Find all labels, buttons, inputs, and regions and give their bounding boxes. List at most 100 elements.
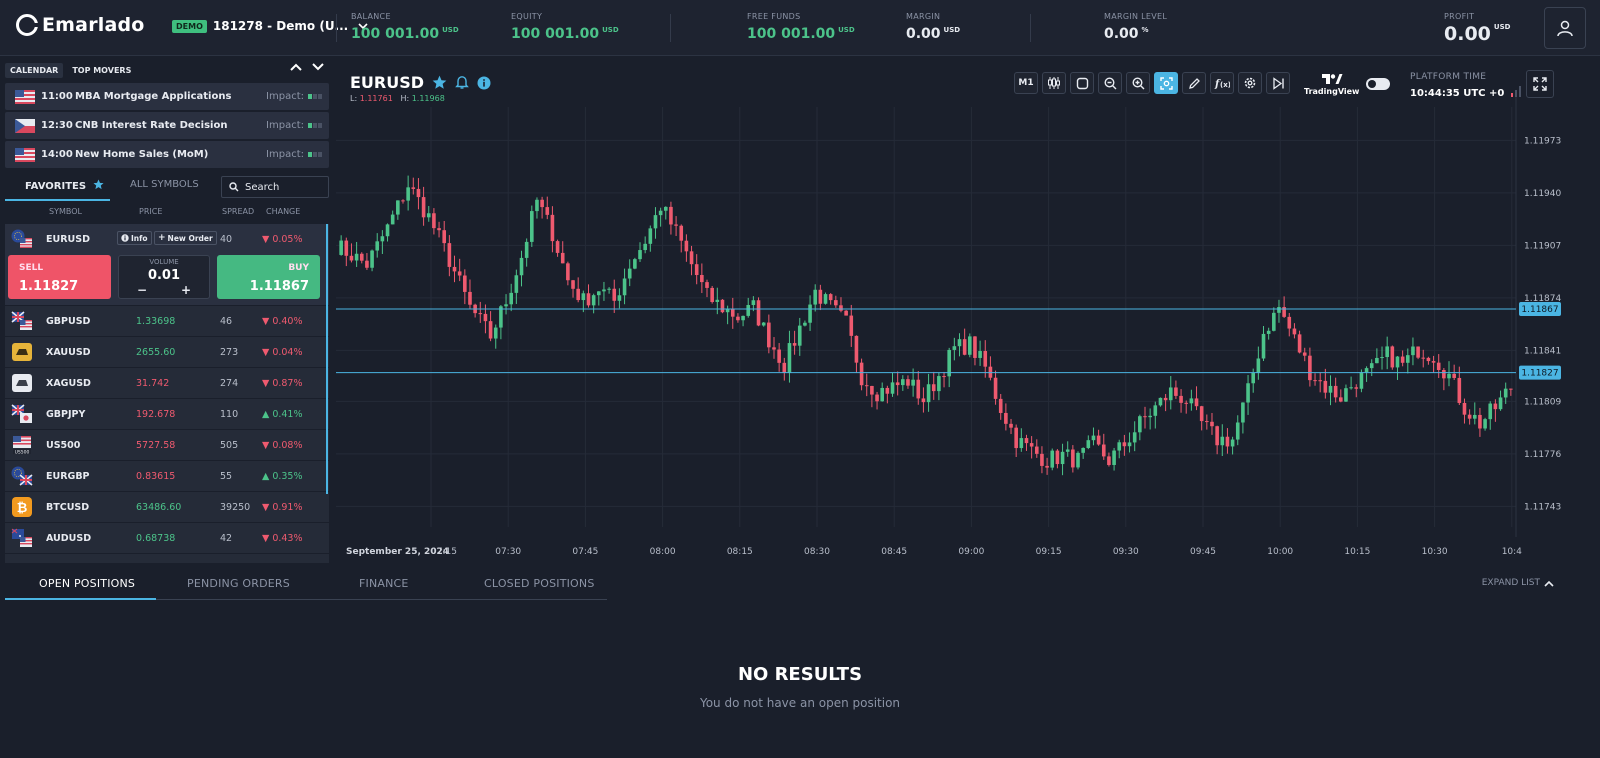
volume-value[interactable]: 0.01 <box>147 268 181 283</box>
sell-button[interactable]: SELL 1.11827 <box>8 255 111 299</box>
volume-increase-button[interactable]: + <box>180 283 191 297</box>
symbol-name: GBPJPY <box>46 409 86 420</box>
symbol-row[interactable]: AUDUSD 0.68738 42 ▼ 0.43% <box>5 523 329 554</box>
candle <box>658 210 663 216</box>
candle <box>973 336 977 358</box>
candle <box>730 308 735 317</box>
buy-label: BUY <box>288 263 309 273</box>
calendar-event[interactable]: 12:30 CNB Interest Rate Decision Impact: <box>5 112 329 139</box>
account-selector[interactable]: DEMO 181278 - Demo (U... <box>172 19 368 33</box>
calendar-event[interactable]: 14:00 New Home Sales (MoM) Impact: <box>5 141 329 168</box>
tab-favorites[interactable]: FAVORITES <box>25 179 104 192</box>
symbol-spread: 46 <box>220 316 233 327</box>
free-funds-label: FREE FUNDS <box>747 12 801 21</box>
candle <box>524 241 529 258</box>
tab-open-positions[interactable]: OPEN POSITIONS <box>39 577 136 590</box>
chevron-down-icon[interactable] <box>312 63 324 71</box>
expand-list-button[interactable]: EXPAND LIST <box>1482 578 1554 588</box>
header-price: PRICE <box>139 207 163 216</box>
zoom-out-icon[interactable] <box>1098 72 1122 94</box>
buy-button[interactable]: BUY 1.11867 <box>217 255 320 299</box>
x-tick-label: 08:00 <box>650 547 676 557</box>
info-icon[interactable] <box>477 76 491 90</box>
candle <box>550 214 555 242</box>
ask-price-tag <box>1519 302 1561 317</box>
fullscreen-button[interactable] <box>1526 70 1554 98</box>
candle <box>803 322 807 326</box>
candle <box>1189 398 1194 404</box>
tab-all-symbols[interactable]: ALL SYMBOLS <box>130 179 199 190</box>
tab-pending-orders[interactable]: PENDING ORDERS <box>187 577 290 590</box>
symbol-list-scrollbar[interactable] <box>326 224 328 494</box>
crosshair-icon[interactable] <box>1154 72 1178 94</box>
info-button[interactable]: Info <box>117 231 152 245</box>
positions-tabs: OPEN POSITIONS PENDING ORDERS FINANCE CL… <box>5 567 607 600</box>
price-chart[interactable]: 07:15 07:30 07:45 08:00 08:15 08:30 08:45 09:00… <box>336 57 1600 565</box>
symbol-row-eurusd[interactable]: EURUSD Info + New Order 40 ▼ 0.05% SELL … <box>5 224 329 306</box>
symbol-row[interactable]: ₿ BTCUSD 63486.60 39250 ▼ 0.91% <box>5 492 329 523</box>
symbol-row[interactable]: XAGUSD 31.742 274 ▼ 0.87% <box>5 368 329 399</box>
symbol-name: AUDUSD <box>46 533 92 544</box>
calendar-event[interactable]: 11:00 MBA Mortgage Applications Impact: <box>5 83 329 110</box>
symbol-row[interactable]: EURGBP 0.83615 55 ▲ 0.35% <box>5 461 329 492</box>
bell-icon[interactable] <box>455 75 469 90</box>
brand-logo[interactable]: Emarlado <box>16 14 145 36</box>
tradingview-toggle[interactable] <box>1366 78 1390 90</box>
gb-jp-flag-icon <box>11 404 32 423</box>
skip-to-end-icon[interactable] <box>1266 72 1290 94</box>
symbol-row[interactable]: GBPJPY 192.678 110 ▲ 0.41% <box>5 399 329 430</box>
tab-closed-positions[interactable]: CLOSED POSITIONS <box>484 577 595 590</box>
candle <box>782 362 787 373</box>
symbol-price: 1.33698 <box>136 316 176 327</box>
candles-icon[interactable] <box>1042 72 1066 94</box>
chevron-up-icon[interactable] <box>290 63 302 71</box>
svg-text:(x): (x) <box>1220 81 1230 89</box>
symbol-row[interactable]: GBPUSD 1.33698 46 ▼ 0.40% <box>5 306 329 337</box>
gear-icon[interactable] <box>1238 72 1262 94</box>
header-spread: SPREAD <box>222 207 255 216</box>
profit-stat: PROFIT 0.00 USD <box>1444 12 1510 45</box>
star-icon[interactable] <box>432 75 447 90</box>
tab-calendar[interactable]: CALENDAR <box>5 63 64 78</box>
impact-label: Impact: <box>266 91 304 102</box>
pencil-icon[interactable] <box>1182 72 1206 94</box>
candle <box>1256 358 1261 373</box>
candle <box>823 294 828 304</box>
candle <box>834 300 838 306</box>
new-order-button[interactable]: + New Order <box>154 231 217 245</box>
svg-text:₿: ₿ <box>17 501 28 516</box>
tradingview-logo: TradingView <box>1304 73 1359 96</box>
tab-finance[interactable]: FINANCE <box>359 577 409 590</box>
symbol-search[interactable] <box>221 176 329 198</box>
ask-price-label: 1.11867 <box>1521 305 1558 315</box>
search-input[interactable] <box>245 181 325 193</box>
account-name: 181278 - Demo (U... <box>212 19 349 33</box>
indicators-icon[interactable]: f (x) <box>1210 72 1234 94</box>
tradingview-mark-icon <box>1304 73 1359 87</box>
event-impact: Impact: <box>266 120 322 131</box>
balance-stat: BALANCE 100 001.00 USD <box>351 12 459 42</box>
timeframe-button[interactable]: M1 <box>1014 72 1038 94</box>
volume-decrease-button[interactable]: − <box>137 283 148 297</box>
user-profile-button[interactable] <box>1544 7 1586 49</box>
tab-top-movers[interactable]: TOP MOVERS <box>72 66 132 75</box>
candle <box>370 250 374 268</box>
candle <box>663 206 668 211</box>
symbol-row[interactable]: US500 US500 5727.58 505 ▼ 0.08% <box>5 430 329 461</box>
candle <box>1488 403 1493 420</box>
profit-unit: USD <box>1493 23 1511 31</box>
candle <box>390 214 395 225</box>
zoom-in-icon[interactable] <box>1126 72 1150 94</box>
candle <box>1235 422 1240 440</box>
platform-time-text: 10:44:35 UTC +0 <box>1410 88 1505 99</box>
candle <box>870 385 874 395</box>
symbol-price: 0.83615 <box>136 471 176 482</box>
candle <box>648 228 653 244</box>
sell-price: 1.11827 <box>19 279 79 294</box>
candle <box>1411 346 1415 356</box>
chart-toolbar: M1 f (x) <box>1014 72 1290 94</box>
candle <box>967 336 972 355</box>
square-icon[interactable] <box>1070 72 1094 94</box>
symbol-row[interactable]: XAUUSD 2655.60 273 ▼ 0.04% <box>5 337 329 368</box>
expand-icon <box>1533 77 1547 91</box>
